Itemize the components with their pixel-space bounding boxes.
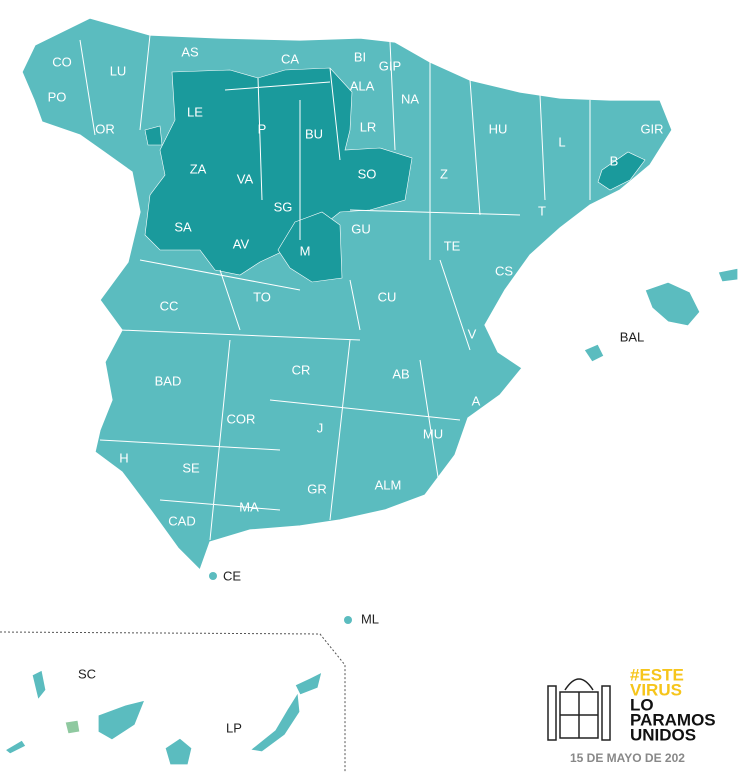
region-label: CO xyxy=(52,54,72,69)
region-label: Z xyxy=(440,166,448,181)
mallorca xyxy=(645,282,700,326)
region-label: SE xyxy=(182,460,200,475)
region-label: CS xyxy=(495,263,513,278)
region-label: LR xyxy=(360,119,377,134)
region-label: LU xyxy=(110,63,127,78)
region-label: J xyxy=(317,420,324,435)
fuerteventura xyxy=(250,692,300,752)
region-label: BU xyxy=(305,126,323,141)
region-label: V xyxy=(468,326,477,341)
region-label: TO xyxy=(253,289,271,304)
region-label: TE xyxy=(444,238,461,253)
region-label: GR xyxy=(307,481,327,496)
region-label: GIR xyxy=(640,121,663,136)
region-label: BAL xyxy=(620,329,645,344)
region-label: HU xyxy=(489,121,508,136)
region-label: SA xyxy=(174,219,192,234)
region-label: SC xyxy=(78,666,96,681)
region-label: CC xyxy=(160,298,179,313)
region-label: ZA xyxy=(190,161,207,176)
region-label: ALA xyxy=(350,78,375,93)
region-label: B xyxy=(610,153,619,168)
coat-of-arms xyxy=(548,679,610,740)
region-label: SO xyxy=(358,166,377,181)
la-palma xyxy=(32,670,46,700)
region-label: CR xyxy=(292,362,311,377)
region-label: P xyxy=(258,121,267,136)
region-label: LP xyxy=(226,720,242,735)
region-label: T xyxy=(538,203,546,218)
region-label: ML xyxy=(361,611,379,626)
ibiza xyxy=(584,344,604,362)
region-label: BI xyxy=(354,49,366,64)
region-label: GU xyxy=(351,221,371,236)
region-label: VA xyxy=(237,171,254,186)
menorca xyxy=(718,268,738,282)
tenerife xyxy=(98,700,145,740)
region-label: SG xyxy=(274,199,293,214)
region-label: ALM xyxy=(375,477,402,492)
region-label: OR xyxy=(95,121,115,136)
region-label: AV xyxy=(233,236,250,251)
region-label: GIP xyxy=(379,58,401,73)
region-label: H xyxy=(119,450,128,465)
region-label: CU xyxy=(378,289,397,304)
region-label: PO xyxy=(48,89,67,104)
gran-canaria xyxy=(165,738,192,765)
region-label: CAD xyxy=(168,513,195,528)
region-label: BAD xyxy=(155,373,182,388)
region-label: A xyxy=(472,393,481,408)
region-label: CE xyxy=(223,568,241,583)
hierro xyxy=(5,740,26,754)
region-label: NA xyxy=(401,91,419,106)
melilla xyxy=(344,616,352,624)
region-label: COR xyxy=(227,411,256,426)
region-label: LE xyxy=(187,104,203,119)
lanzarote xyxy=(295,672,322,695)
region-label: AS xyxy=(181,44,199,59)
gomera xyxy=(65,720,80,734)
region-label: M xyxy=(300,243,311,258)
region-label: L xyxy=(558,134,565,149)
region-label: CA xyxy=(281,51,299,66)
ceuta xyxy=(209,572,217,580)
region-label: AB xyxy=(392,366,409,381)
region-label: MA xyxy=(239,499,259,514)
map: COLUASCABIGIPALANAPOORLEPBULRHULGIRBZAVA… xyxy=(0,0,739,772)
date: 15 DE MAYO DE 202 xyxy=(570,751,685,765)
logo-line: UNIDOS xyxy=(630,725,696,744)
region-label: MU xyxy=(423,426,443,441)
